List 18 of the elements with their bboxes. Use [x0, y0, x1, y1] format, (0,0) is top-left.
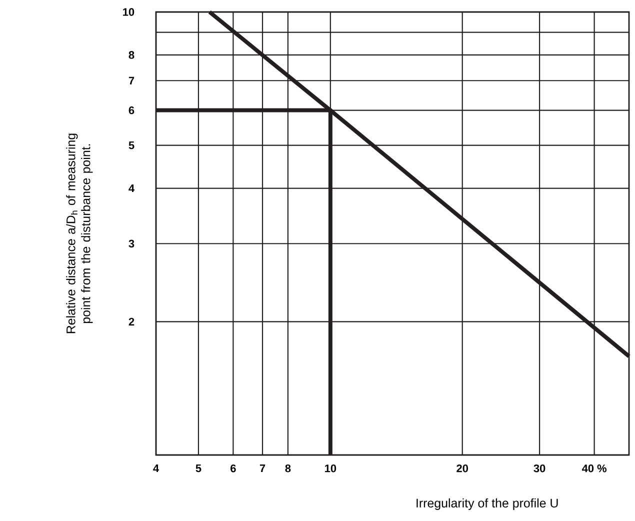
- x-tick-label: 40 %: [582, 464, 606, 472]
- x-tick-label: 6: [230, 464, 236, 472]
- y-tick-label: 4: [128, 184, 134, 192]
- y-tick-label: 7: [128, 76, 134, 84]
- x-tick-label: 7: [260, 464, 266, 472]
- y-tick-label: 5: [128, 142, 134, 150]
- x-tick-label: 20: [456, 464, 468, 472]
- y-tick-label: 10: [123, 8, 134, 16]
- y-tick-label: 2: [128, 318, 134, 326]
- x-tick-label: 4: [153, 464, 159, 472]
- x-axis-title: Irregularity of the profile U: [416, 498, 558, 510]
- y-tick-label: 8: [128, 51, 134, 59]
- x-tick-label: 10: [325, 464, 336, 472]
- y-tick-label: 3: [128, 240, 134, 248]
- x-tick-label: 30: [534, 464, 546, 472]
- x-tick-label: 8: [285, 464, 291, 472]
- x-tick-label: 5: [196, 464, 202, 472]
- y-tick-label: 6: [128, 106, 134, 114]
